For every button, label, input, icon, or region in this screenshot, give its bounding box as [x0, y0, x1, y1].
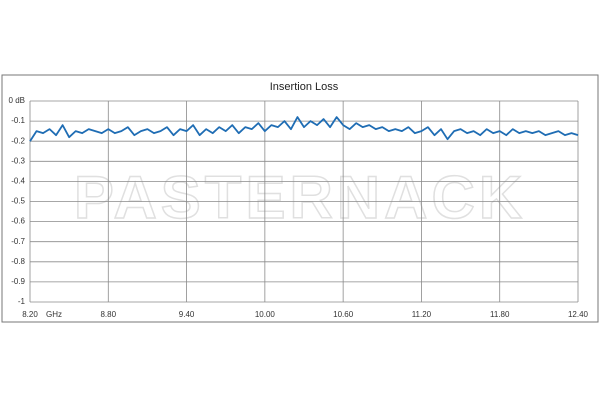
- x-tick-label: 11.80: [490, 310, 510, 319]
- x-axis-label: GHz: [46, 310, 62, 319]
- x-tick-label: 10.00: [255, 310, 276, 319]
- y-tick-label: -0.6: [11, 217, 25, 226]
- chart-frame: [1, 74, 599, 323]
- watermark: PASTERNACK: [74, 164, 526, 231]
- y-tick-label: -0.9: [11, 277, 25, 286]
- y-tick-label: -0.1: [11, 116, 25, 125]
- y-tick-label: -0.3: [11, 156, 25, 165]
- y-tick-label: -1: [18, 297, 26, 306]
- y-tick-label: -0.8: [11, 257, 25, 266]
- x-tick-label: 8.20: [22, 310, 38, 319]
- chart-title: Insertion Loss: [270, 81, 339, 93]
- data-line: [29, 116, 579, 142]
- y-tick-label: 0 dB: [9, 96, 25, 105]
- y-tick-label: -0.2: [11, 136, 25, 145]
- y-tick-label: -0.7: [11, 237, 25, 246]
- y-tick-label: -0.4: [11, 177, 25, 186]
- x-tick-label: 10.60: [333, 310, 354, 319]
- x-tick-label: 12.40: [568, 310, 589, 319]
- x-tick-label: 8.80: [100, 310, 116, 319]
- x-tick-label: 11.20: [412, 310, 432, 319]
- x-tick-label: 9.40: [179, 310, 195, 319]
- y-tick-label: -0.5: [11, 197, 25, 206]
